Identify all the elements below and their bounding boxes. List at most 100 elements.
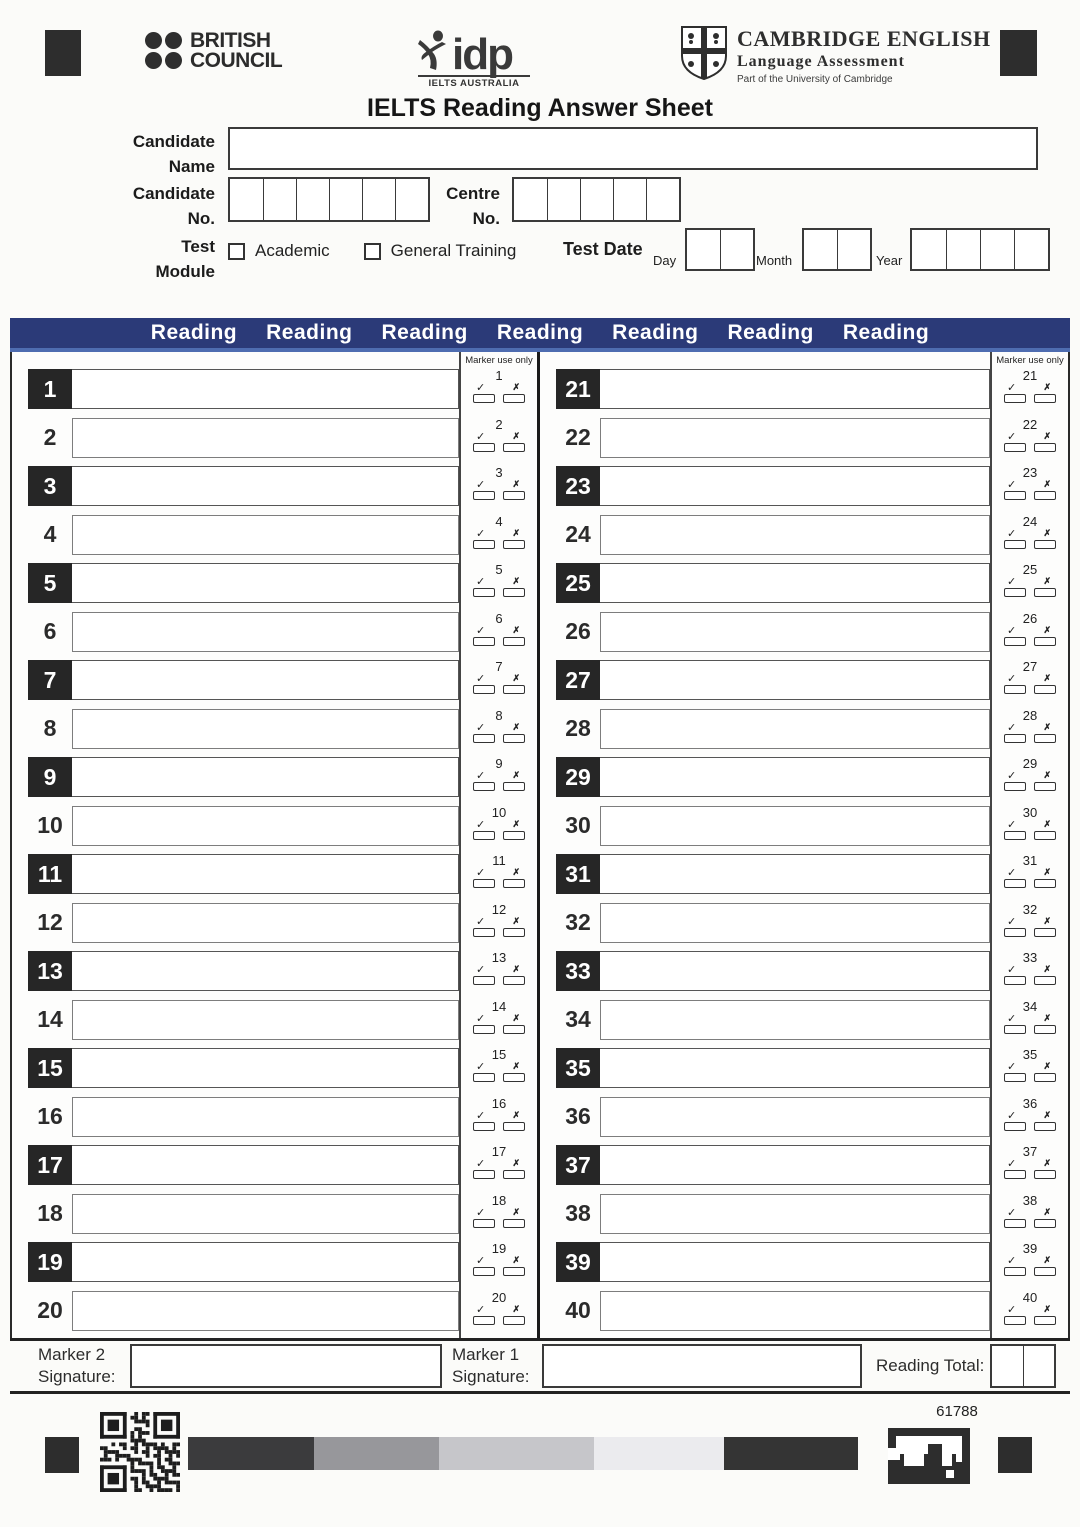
marker-cross-box-39[interactable] (1034, 1267, 1056, 1276)
marker-cross-box-34[interactable] (1034, 1024, 1056, 1034)
answer-input-14[interactable] (72, 999, 459, 1040)
answer-input-23[interactable] (600, 466, 990, 506)
digit-cell[interactable] (720, 230, 753, 269)
digit-cell[interactable] (230, 179, 263, 220)
marker-tick-box-27[interactable] (1004, 685, 1026, 694)
marker-cross-box-16[interactable] (503, 1121, 525, 1131)
answer-input-10[interactable] (72, 805, 459, 846)
marker-tick-box-18[interactable] (473, 1218, 495, 1228)
answer-input-36[interactable] (600, 1096, 990, 1137)
answer-input-12[interactable] (72, 902, 459, 943)
digit-cell[interactable] (946, 230, 980, 269)
digit-cell[interactable] (580, 179, 613, 220)
marker-tick-box-33[interactable] (1004, 976, 1026, 985)
marker-tick-box-36[interactable] (1004, 1121, 1026, 1131)
marker-cross-box-31[interactable] (1034, 879, 1056, 888)
answer-input-26[interactable] (600, 611, 990, 652)
answer-input-20[interactable] (72, 1290, 459, 1331)
marker-tick-box-6[interactable] (473, 636, 495, 646)
digit-cell[interactable] (613, 179, 646, 220)
marker-cross-box-5[interactable] (503, 588, 525, 597)
marker-cross-box-38[interactable] (1034, 1218, 1056, 1228)
answer-input-38[interactable] (600, 1193, 990, 1234)
marker-tick-box-17[interactable] (473, 1170, 495, 1179)
answer-input-2[interactable] (72, 417, 459, 458)
answer-input-32[interactable] (600, 902, 990, 943)
marker-cross-box-25[interactable] (1034, 588, 1056, 597)
marker-cross-box-9[interactable] (503, 782, 525, 791)
answer-input-39[interactable] (600, 1242, 990, 1282)
marker-tick-box-14[interactable] (473, 1024, 495, 1034)
marker-cross-box-23[interactable] (1034, 491, 1056, 500)
general-training-checkbox[interactable] (363, 242, 381, 260)
answer-input-5[interactable] (72, 563, 459, 603)
digit-cell[interactable] (514, 179, 547, 220)
marker-tick-box-5[interactable] (473, 588, 495, 597)
marker-cross-box-2[interactable] (503, 442, 525, 452)
digit-cell[interactable] (395, 179, 428, 220)
digit-cell[interactable] (296, 179, 329, 220)
month-input[interactable] (802, 228, 872, 271)
marker-tick-box-34[interactable] (1004, 1024, 1026, 1034)
marker-tick-box-4[interactable] (473, 539, 495, 549)
marker-cross-box-3[interactable] (503, 491, 525, 500)
answer-input-19[interactable] (72, 1242, 459, 1282)
candidate-name-input[interactable] (228, 127, 1038, 170)
marker-cross-box-22[interactable] (1034, 442, 1056, 452)
marker-cross-box-13[interactable] (503, 976, 525, 985)
answer-input-6[interactable] (72, 611, 459, 652)
marker-cross-box-7[interactable] (503, 685, 525, 694)
marker-tick-box-35[interactable] (1004, 1073, 1026, 1082)
marker-cross-box-28[interactable] (1034, 733, 1056, 743)
answer-input-40[interactable] (600, 1290, 990, 1331)
marker-cross-box-30[interactable] (1034, 830, 1056, 840)
answer-input-29[interactable] (600, 757, 990, 797)
answer-input-9[interactable] (72, 757, 459, 797)
marker-tick-box-3[interactable] (473, 491, 495, 500)
reading-total-input[interactable] (990, 1344, 1057, 1388)
academic-checkbox[interactable] (228, 242, 245, 260)
marker-cross-box-33[interactable] (1034, 976, 1056, 985)
digit-cell[interactable] (912, 230, 946, 269)
digit-cell[interactable] (1023, 1346, 1054, 1386)
answer-input-28[interactable] (600, 708, 990, 749)
answer-input-18[interactable] (72, 1193, 459, 1234)
marker-tick-box-28[interactable] (1004, 733, 1026, 743)
answer-input-17[interactable] (72, 1145, 459, 1185)
centre-no-input[interactable] (512, 177, 681, 222)
marker-tick-box-16[interactable] (473, 1121, 495, 1131)
marker-tick-box-24[interactable] (1004, 539, 1026, 549)
marker-cross-box-11[interactable] (503, 879, 525, 888)
marker-cross-box-20[interactable] (503, 1315, 525, 1325)
marker-tick-box-9[interactable] (473, 782, 495, 791)
marker-cross-box-14[interactable] (503, 1024, 525, 1034)
digit-cell[interactable] (837, 230, 870, 269)
digit-cell[interactable] (263, 179, 296, 220)
answer-input-33[interactable] (600, 951, 990, 991)
answer-input-21[interactable] (600, 369, 990, 409)
marker-cross-box-26[interactable] (1034, 636, 1056, 646)
marker-tick-box-30[interactable] (1004, 830, 1026, 840)
answer-input-34[interactable] (600, 999, 990, 1040)
marker-cross-box-17[interactable] (503, 1170, 525, 1179)
answer-input-35[interactable] (600, 1048, 990, 1088)
marker-tick-box-40[interactable] (1004, 1315, 1026, 1325)
answer-input-3[interactable] (72, 466, 459, 506)
marker-cross-box-10[interactable] (503, 830, 525, 840)
digit-cell[interactable] (362, 179, 395, 220)
answer-input-1[interactable] (72, 369, 459, 409)
marker-tick-box-8[interactable] (473, 733, 495, 743)
answer-input-27[interactable] (600, 660, 990, 700)
marker-tick-box-25[interactable] (1004, 588, 1026, 597)
marker-tick-box-37[interactable] (1004, 1170, 1026, 1179)
marker-cross-box-1[interactable] (503, 394, 525, 403)
marker-cross-box-19[interactable] (503, 1267, 525, 1276)
marker-tick-box-19[interactable] (473, 1267, 495, 1276)
digit-cell[interactable] (646, 179, 679, 220)
answer-input-31[interactable] (600, 854, 990, 894)
answer-input-22[interactable] (600, 417, 990, 458)
marker-tick-box-7[interactable] (473, 685, 495, 694)
marker-tick-box-38[interactable] (1004, 1218, 1026, 1228)
marker-cross-box-27[interactable] (1034, 685, 1056, 694)
marker2-signature-box[interactable] (130, 1344, 442, 1388)
